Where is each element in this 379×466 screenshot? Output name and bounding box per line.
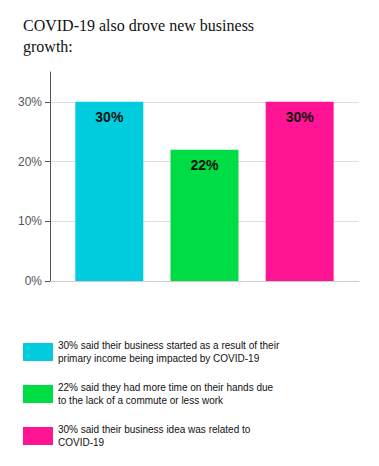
svg-text:30%: 30% (18, 95, 42, 109)
svg-text:primary income being impacted: primary income being impacted by COVID-1… (58, 353, 260, 364)
svg-text:30% said their business starte: 30% said their business started as a res… (58, 340, 280, 351)
svg-text:0%: 0% (25, 274, 43, 288)
svg-text:COVID-19 also drove new busine: COVID-19 also drove new business (23, 17, 254, 34)
svg-text:to the lack of a commute or le: to the lack of a commute or less work (58, 395, 224, 406)
svg-text:22%: 22% (190, 157, 219, 173)
svg-text:COVID-19: COVID-19 (58, 437, 105, 448)
svg-text:22% said they had more time on: 22% said they had more time on their han… (58, 382, 274, 393)
svg-text:growth:: growth: (23, 38, 73, 56)
svg-text:20%: 20% (18, 155, 42, 169)
svg-text:30%: 30% (286, 109, 315, 125)
svg-text:30% said their business idea w: 30% said their business idea was related… (58, 424, 251, 435)
svg-text:30%: 30% (95, 109, 124, 125)
svg-text:10%: 10% (18, 214, 42, 228)
